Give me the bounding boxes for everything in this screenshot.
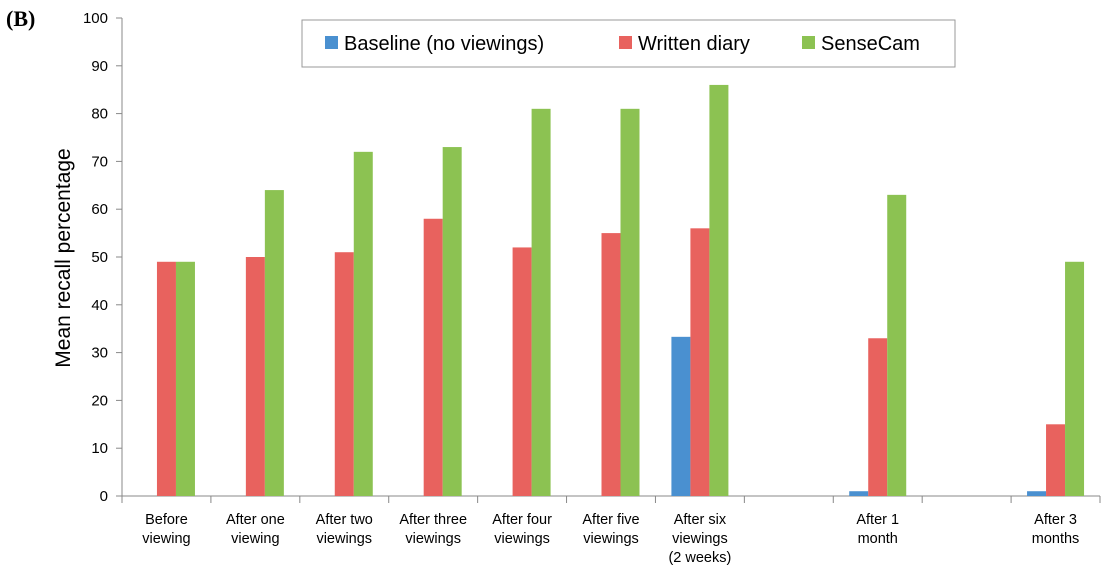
x-tick-label: After four viewings <box>492 512 552 547</box>
legend-swatch <box>325 36 338 49</box>
axes: 0 10 20 30 40 50 60 70 80 90 100 <box>83 10 1101 505</box>
legend-swatch <box>619 36 632 49</box>
x-tick-label: After two viewings <box>316 512 373 547</box>
x-tick-label: After one viewing <box>226 512 285 547</box>
bar-sensecam <box>442 147 462 496</box>
y-tick-label: 20 <box>91 392 108 409</box>
legend-label: Baseline (no viewings) <box>344 33 544 55</box>
y-tick-label: 60 <box>91 201 108 218</box>
y-tick-label: 100 <box>83 10 108 27</box>
y-tick-label: 30 <box>91 345 108 362</box>
x-tick-label: After 1 month <box>856 512 899 547</box>
bar-written <box>245 257 265 496</box>
panel-label: (B) <box>6 6 35 31</box>
bar-sensecam <box>1065 261 1085 496</box>
legend: Baseline (no viewings) Written diary Sense… <box>301 19 956 68</box>
bars <box>156 84 1085 497</box>
bar-written <box>156 261 176 496</box>
y-axis-label: Mean recall percentage <box>52 148 75 367</box>
legend-label: Written diary <box>638 33 750 55</box>
bar-baseline <box>849 491 869 496</box>
bar-written <box>334 252 354 496</box>
bar-sensecam <box>620 108 640 496</box>
bar-sensecam <box>264 190 284 496</box>
bar-written <box>690 228 710 496</box>
x-tick-label: After three viewings <box>399 512 467 547</box>
y-tick-label: 90 <box>91 58 108 75</box>
x-tick-label: After six viewings (2 weeks) <box>668 512 731 566</box>
bar-sensecam <box>353 151 373 496</box>
bar-sensecam <box>175 261 195 496</box>
y-tick-label: 40 <box>91 297 108 314</box>
x-tick-label: Before viewing <box>142 512 190 547</box>
y-tick-label: 80 <box>91 106 108 123</box>
bar-written <box>423 218 443 496</box>
legend-swatch <box>802 36 815 49</box>
y-tick-label: 0 <box>100 488 108 505</box>
x-tick-labels: Before viewing After one viewing After two vi… <box>142 512 1079 566</box>
bar-written <box>512 247 532 496</box>
bar-written <box>601 233 621 496</box>
legend-label: SenseCam <box>821 33 920 55</box>
bar-baseline <box>1027 491 1047 496</box>
y-tick-label: 50 <box>91 249 108 266</box>
bar-written <box>868 338 888 496</box>
bar-baseline <box>671 336 691 496</box>
x-tick-label: After 3 months <box>1032 512 1080 547</box>
y-tick-label: 70 <box>91 153 108 170</box>
bar-sensecam <box>531 108 551 496</box>
x-tick-label: After five viewings <box>582 512 639 547</box>
bar-sensecam <box>709 84 729 497</box>
bar-written <box>1046 424 1066 496</box>
y-tick-label: 10 <box>91 440 108 457</box>
bar-sensecam <box>887 194 907 497</box>
